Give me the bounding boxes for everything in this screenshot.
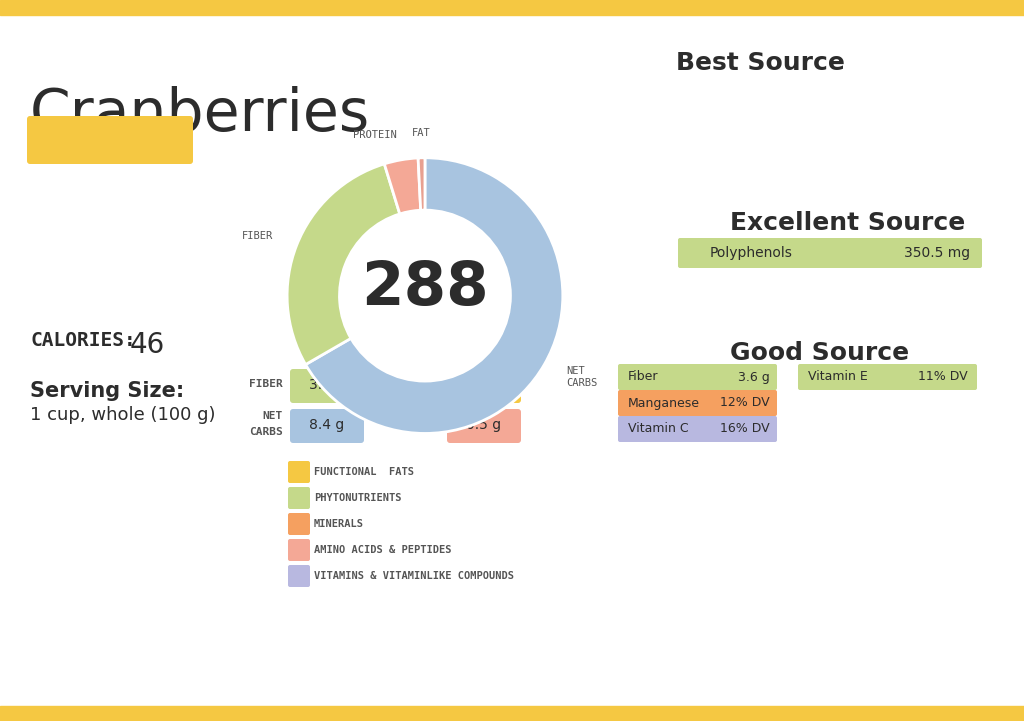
- FancyBboxPatch shape: [678, 238, 982, 268]
- Text: Excellent Source: Excellent Source: [730, 211, 966, 235]
- Text: FAT: FAT: [412, 128, 430, 138]
- FancyBboxPatch shape: [290, 369, 364, 403]
- Text: 350.5 mg: 350.5 mg: [904, 246, 970, 260]
- Text: PROTEIN: PROTEIN: [353, 131, 396, 141]
- Text: 288: 288: [361, 260, 488, 318]
- Text: 46: 46: [130, 331, 165, 359]
- FancyBboxPatch shape: [288, 513, 310, 535]
- Text: NET
CARBS: NET CARBS: [566, 366, 597, 388]
- Text: PHYTONUTRIENTS: PHYTONUTRIENTS: [314, 493, 401, 503]
- FancyBboxPatch shape: [288, 565, 310, 587]
- Text: 1 cup, whole (100 g): 1 cup, whole (100 g): [30, 406, 215, 424]
- Text: Good Source: Good Source: [730, 341, 909, 365]
- Text: FIBER: FIBER: [243, 231, 273, 242]
- FancyBboxPatch shape: [447, 369, 521, 403]
- Text: VITAMINS & VITAMINLIKE COMPOUNDS: VITAMINS & VITAMINLIKE COMPOUNDS: [314, 571, 514, 581]
- Text: Vitamin E: Vitamin E: [808, 371, 867, 384]
- Wedge shape: [384, 158, 421, 214]
- Text: MINERALS: MINERALS: [314, 519, 364, 529]
- FancyBboxPatch shape: [288, 539, 310, 561]
- FancyBboxPatch shape: [798, 364, 977, 390]
- Text: Polyphenols: Polyphenols: [710, 246, 793, 260]
- Text: NET: NET: [263, 411, 283, 421]
- Text: AMINO ACIDS & PEPTIDES: AMINO ACIDS & PEPTIDES: [314, 545, 452, 555]
- FancyBboxPatch shape: [288, 461, 310, 483]
- FancyBboxPatch shape: [27, 116, 193, 164]
- Text: Cranberries: Cranberries: [30, 86, 371, 143]
- Wedge shape: [305, 158, 563, 433]
- Text: Vitamin C: Vitamin C: [628, 423, 688, 435]
- Text: CARBS: CARBS: [249, 427, 283, 437]
- Text: 3.6 g: 3.6 g: [309, 378, 345, 392]
- Text: FUNCTIONAL  FATS: FUNCTIONAL FATS: [314, 467, 414, 477]
- FancyBboxPatch shape: [618, 364, 777, 390]
- Text: Manganese: Manganese: [628, 397, 700, 410]
- FancyBboxPatch shape: [290, 409, 364, 443]
- Text: 16% DV: 16% DV: [720, 423, 770, 435]
- Text: FIBER: FIBER: [249, 379, 283, 389]
- FancyBboxPatch shape: [618, 416, 777, 442]
- Text: CALORIES:: CALORIES:: [30, 331, 136, 350]
- Circle shape: [340, 210, 510, 381]
- Bar: [0, 706, 1024, 721]
- Text: PROTEIN: PROTEIN: [393, 419, 440, 429]
- Wedge shape: [418, 158, 425, 211]
- Bar: [0, 0, 1024, 15]
- Wedge shape: [287, 164, 399, 365]
- Text: Serving Size:: Serving Size:: [30, 381, 184, 401]
- Text: MEDIUM: MEDIUM: [51, 128, 168, 152]
- Text: 11% DV: 11% DV: [919, 371, 968, 384]
- Text: 0.5 g: 0.5 g: [467, 418, 502, 432]
- Text: Fiber: Fiber: [628, 371, 658, 384]
- FancyBboxPatch shape: [447, 409, 521, 443]
- Text: 8.4 g: 8.4 g: [309, 418, 345, 432]
- FancyBboxPatch shape: [288, 487, 310, 509]
- Text: 12% DV: 12% DV: [720, 397, 770, 410]
- Text: 3.6 g: 3.6 g: [738, 371, 770, 384]
- Text: FAT: FAT: [420, 379, 440, 389]
- FancyBboxPatch shape: [618, 390, 777, 416]
- Text: 0.1 g: 0.1 g: [466, 378, 502, 392]
- Text: Best Source: Best Source: [676, 51, 845, 75]
